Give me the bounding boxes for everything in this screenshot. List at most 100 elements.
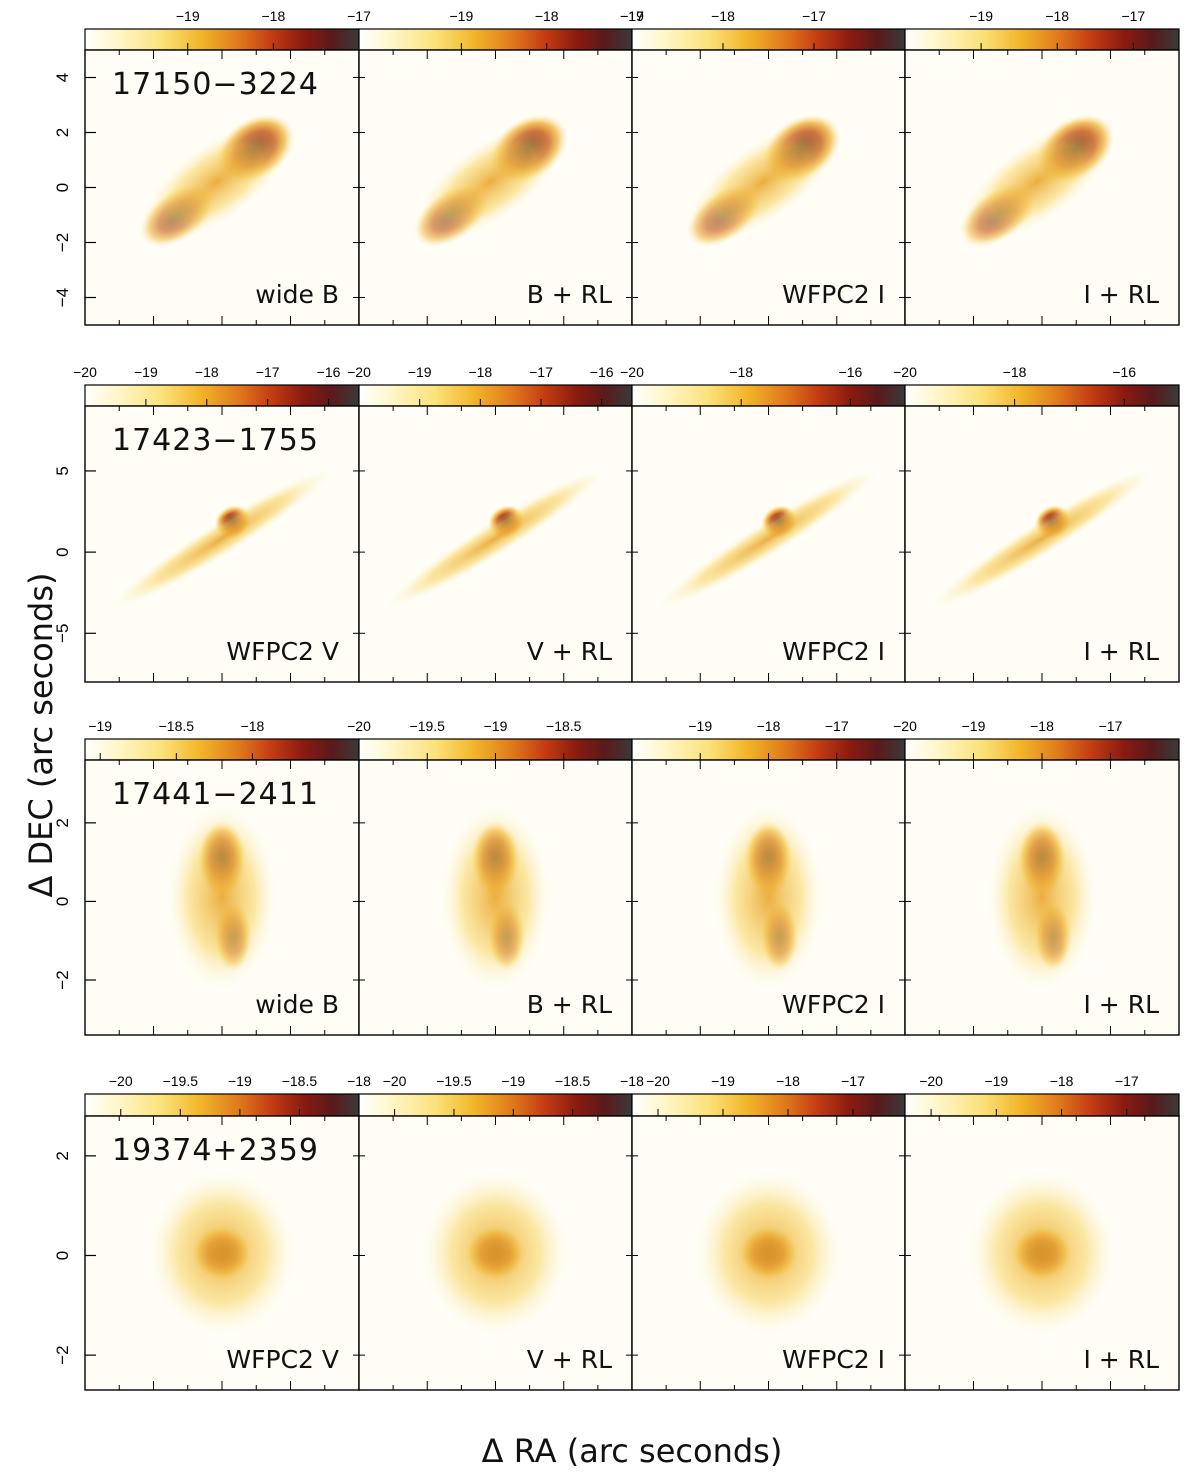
colorbar-tick-label: −20 [109, 1073, 133, 1089]
colorbar-tick-label: −18 [1045, 8, 1069, 24]
colorbar-tick-label: −17 [825, 718, 849, 734]
filter-label: I + RL [1083, 1345, 1159, 1374]
figure-row: −19 −18 −17 wide B −19 −18 −17 B + RL −19 −18 −17 W… [53, 8, 1180, 326]
colorbar-tick-label: −18 [1050, 1073, 1074, 1089]
nebula-emission [167, 804, 277, 991]
figure-panel: −20 −18 −16 I + RL [893, 364, 1180, 683]
colorbar-tick-label: −19 [969, 8, 993, 24]
nebula-emission [713, 804, 824, 991]
colorbar-tick-label: −19.5 [163, 1073, 199, 1089]
colorbar [631, 384, 906, 407]
y-tick-label: 2 [53, 128, 72, 137]
figure-panel: −19 −18 −17 WFPC2 I [620, 8, 906, 326]
colorbar-tick-label: −20 [73, 364, 97, 380]
filter-label: B + RL [527, 280, 612, 309]
colorbar-tick-label: −18 [468, 364, 492, 380]
object-label: 17441−2411 [112, 777, 319, 812]
nebula-emission [141, 122, 292, 242]
colorbar-tick-label: −18.5 [546, 718, 582, 734]
colorbar-tick-label: −18 [776, 1073, 800, 1089]
nebula-emission [384, 467, 607, 610]
filter-label: V + RL [527, 637, 612, 666]
filter-label: I + RL [1083, 637, 1159, 666]
colorbar [904, 1093, 1180, 1117]
y-tick-label: 0 [53, 897, 72, 906]
colorbar-tick-label: −17 [1099, 718, 1123, 734]
filter-label: WFPC2 I [782, 1345, 885, 1374]
colorbar [358, 28, 633, 51]
colorbar-tick-label: −20 [893, 364, 917, 380]
colorbar-tick-label: −18.5 [555, 1073, 591, 1089]
y-tick-label: −2 [53, 233, 72, 252]
y-tick-label: 0 [53, 1251, 72, 1260]
colorbar-tick-label: −19.5 [436, 1073, 472, 1089]
colorbar-tick-label: −18 [262, 8, 286, 24]
colorbar-tick-label: −19 [984, 1073, 1008, 1089]
colorbar-tick-label: −20 [347, 364, 371, 380]
colorbar-tick-label: −19 [620, 8, 644, 24]
figure-panel: −20 −19 −18 −17 WFPC2 I [631, 1073, 906, 1391]
colorbar [631, 1093, 906, 1117]
nebula-emission [110, 467, 334, 610]
nebula-emission [421, 1170, 570, 1336]
colorbar [84, 28, 360, 51]
y-tick-label: −2 [53, 970, 72, 989]
colorbar-tick-label: −18 [1030, 718, 1054, 734]
filter-label: WFPC2 I [782, 280, 885, 309]
figure-panel: −20 −19 −18 −17 −16 WFPC2 V [73, 364, 360, 683]
figure-panel: −19 −18.5 −18 wide B [84, 718, 360, 1036]
colorbar [84, 384, 360, 407]
colorbar-tick-label: −19 [688, 718, 712, 734]
colorbar-tick-label: −17 [256, 364, 280, 380]
nebula-emission [987, 804, 1097, 991]
nebula-emission [148, 1170, 296, 1336]
figure-panel: −20 −19 −18 −17 −16 V + RL [347, 364, 633, 683]
y-tick-label: 0 [53, 183, 72, 192]
colorbar-tick-label: −17 [347, 8, 371, 24]
nebula-emission [440, 804, 551, 991]
filter-label: V + RL [527, 1345, 612, 1374]
colorbar-tick-label: −19 [711, 1073, 735, 1089]
colorbar-tick-label: −20 [347, 718, 371, 734]
colorbar [358, 384, 633, 407]
colorbar-tick-label: −18 [757, 718, 781, 734]
object-label: 19374+2359 [112, 1133, 319, 1168]
nebula-emission [657, 467, 880, 610]
figure-panel: −20 −18 −16 WFPC2 I [620, 364, 906, 683]
filter-label: WFPC2 V [226, 637, 339, 666]
colorbar-tick-label: −19 [962, 718, 986, 734]
y-tick-label: 2 [53, 1151, 72, 1160]
y-tick-label: 4 [53, 73, 72, 82]
colorbar-tick-label: −16 [839, 364, 863, 380]
colorbar-tick-label: −17 [529, 364, 553, 380]
colorbar-tick-label: −17 [620, 8, 644, 24]
colorbar [631, 28, 906, 51]
colorbar-tick-label: −17 [1115, 1073, 1139, 1089]
nebula-emission [968, 1170, 1116, 1336]
figure-panel: −19 −18 −17 I + RL [904, 8, 1180, 326]
figure-panel: −20 −19.5 −19 −18.5 −18 V + RL [358, 1073, 644, 1391]
figure-panel: −19 −18 −17 WFPC2 I [631, 718, 906, 1036]
colorbar-tick-label: −16 [1112, 364, 1136, 380]
figure-panel: −20 −19.5 −19 −18.5 −18 WFPC2 V [84, 1073, 371, 1391]
filter-label: WFPC2 V [226, 1345, 339, 1374]
figure-panel: −19 −18 −17 wide B [84, 8, 371, 326]
nebula-emission [688, 122, 838, 242]
colorbar-tick-label: −18 [535, 8, 559, 24]
nebula-emission [694, 1170, 843, 1336]
colorbar-tick-label: −18 [195, 364, 219, 380]
colorbar-tick-label: −19 [484, 718, 508, 734]
colorbar [904, 384, 1180, 407]
colorbar-tick-label: −19 [176, 8, 200, 24]
colorbar-tick-label: −18.5 [282, 1073, 318, 1089]
colorbar-tick-label: −18 [347, 1073, 371, 1089]
colorbar-tick-label: −20 [646, 1073, 670, 1089]
colorbar-tick-label: −18 [1003, 364, 1027, 380]
figure-row: −20 −19 −18 −17 −16 WFPC2 V −20 −19 −18 −17 −16 V +… [53, 364, 1180, 683]
colorbar-tick-label: −19 [228, 1073, 252, 1089]
colorbar-tick-label: −19 [408, 364, 432, 380]
colorbar-tick-label: −20 [893, 718, 917, 734]
colorbar-tick-label: −19 [450, 8, 474, 24]
